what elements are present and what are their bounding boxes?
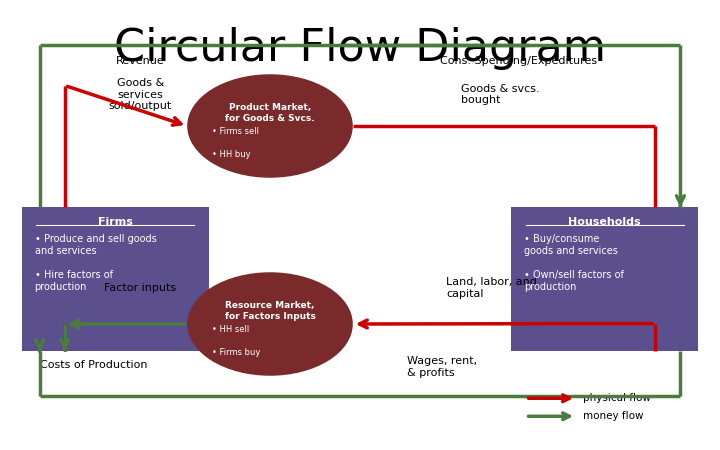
Text: • HH sell: • HH sell bbox=[212, 325, 249, 334]
Text: money flow: money flow bbox=[583, 411, 644, 421]
Text: Wages, rent,
& profits: Wages, rent, & profits bbox=[407, 356, 477, 378]
Text: Goods &
services
sold/output: Goods & services sold/output bbox=[109, 78, 172, 111]
Text: Land, labor, and
capital: Land, labor, and capital bbox=[446, 277, 537, 299]
Text: Revenue: Revenue bbox=[116, 56, 165, 66]
Text: Resource Market,
for Factors Inputs: Resource Market, for Factors Inputs bbox=[225, 302, 315, 321]
FancyBboxPatch shape bbox=[22, 207, 209, 351]
Text: Cons. Spending/Expeditures: Cons. Spending/Expeditures bbox=[440, 56, 597, 66]
Text: physical flow: physical flow bbox=[583, 393, 651, 403]
Text: • Produce and sell goods
and services: • Produce and sell goods and services bbox=[35, 234, 156, 256]
Text: • Buy/consume
goods and services: • Buy/consume goods and services bbox=[524, 234, 618, 256]
Text: • Hire factors of
production: • Hire factors of production bbox=[35, 270, 112, 292]
Circle shape bbox=[187, 272, 353, 376]
Text: Firms: Firms bbox=[98, 217, 132, 227]
FancyBboxPatch shape bbox=[511, 207, 698, 351]
Text: Factor inputs: Factor inputs bbox=[104, 283, 176, 293]
Text: Households: Households bbox=[569, 217, 641, 227]
Text: Goods & svcs.
bought: Goods & svcs. bought bbox=[461, 84, 539, 105]
Text: Circular Flow Diagram: Circular Flow Diagram bbox=[114, 27, 606, 70]
Text: Costs of Production: Costs of Production bbox=[40, 360, 148, 369]
Text: Product Market,
for Goods & Svcs.: Product Market, for Goods & Svcs. bbox=[225, 104, 315, 123]
Text: • Own/sell factors of
production: • Own/sell factors of production bbox=[524, 270, 624, 292]
Text: • HH buy: • HH buy bbox=[212, 150, 251, 159]
Text: • Firms sell: • Firms sell bbox=[212, 127, 259, 136]
Text: • Firms buy: • Firms buy bbox=[212, 348, 261, 357]
Circle shape bbox=[187, 74, 353, 178]
